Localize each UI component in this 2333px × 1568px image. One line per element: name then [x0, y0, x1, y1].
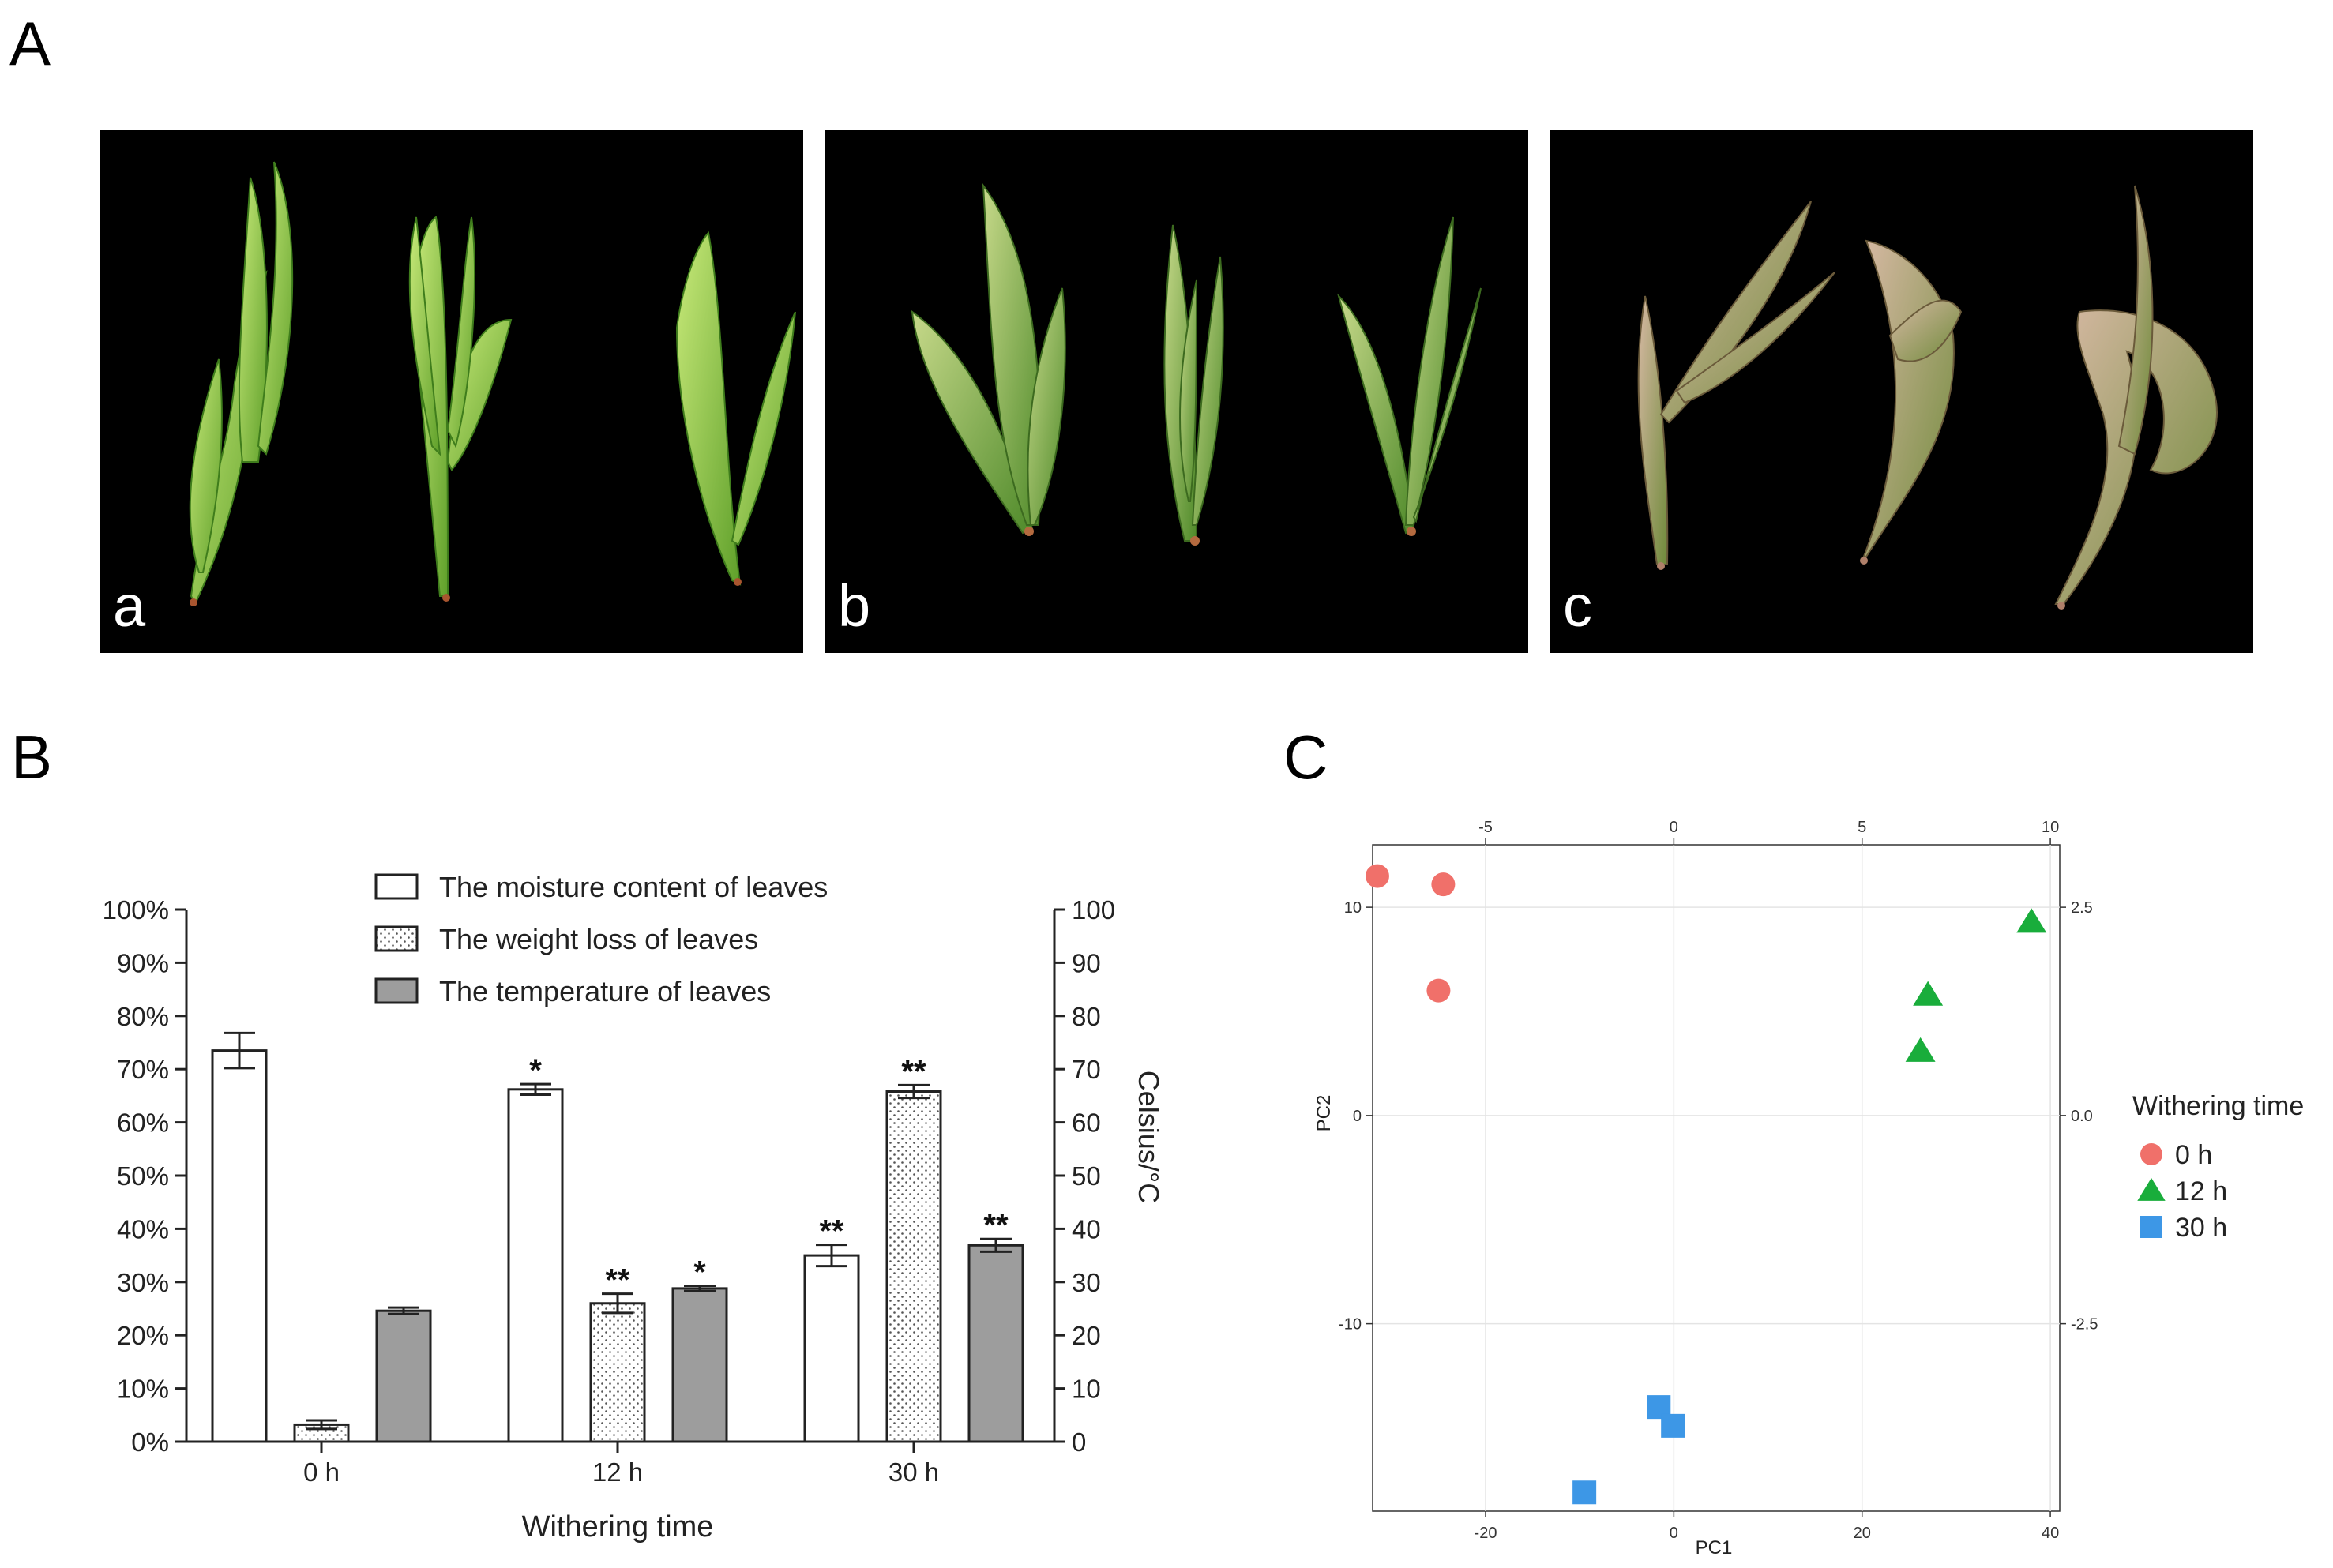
pca-x-tick-label: 0 [1670, 1525, 1678, 1542]
pca-point [1913, 981, 1944, 1006]
pca-top-tick-label: 5 [1858, 819, 1866, 836]
legend-label: The weight loss of leaves [439, 923, 758, 955]
pca-point [2016, 908, 2047, 933]
pca-point [1905, 1037, 1936, 1062]
pca-right-tick-label: -2.5 [2071, 1316, 2098, 1334]
mid-withered-leaves-illustration [911, 182, 1482, 546]
pca-plot-frame [1372, 844, 2061, 1512]
bar [967, 1244, 1024, 1443]
bar-right-tick-label: 30 [1072, 1268, 1101, 1297]
bar-category-label: 30 h [888, 1457, 939, 1487]
bar-right-tick-label: 70 [1072, 1055, 1101, 1084]
pca-legend-label: 30 h [2175, 1213, 2227, 1243]
bar-left-tick-label: 70% [117, 1055, 169, 1084]
bar-right-tick-label: 0 [1072, 1427, 1086, 1457]
bar-left-tick-label: 0% [131, 1427, 169, 1457]
pca-point [1572, 1480, 1597, 1505]
leaf-photo-withered: c [1550, 130, 2253, 653]
legend-label: The temperature of leaves [439, 975, 771, 1007]
bar [375, 1309, 432, 1443]
bar-right-tick-label: 40 [1072, 1214, 1101, 1244]
pca-right-tick-label: 0.0 [2071, 1108, 2093, 1125]
pca-x-axis-label: PC1 [1696, 1537, 1733, 1559]
bar-right-tick-label: 90 [1072, 948, 1101, 977]
bar-right-tick-label: 60 [1072, 1108, 1101, 1138]
bar-right-tick-label: 10 [1072, 1375, 1101, 1404]
pca-y-axis-label: PC2 [1313, 1095, 1335, 1132]
bar [507, 1088, 564, 1443]
bar-left-tick-label: 90% [117, 948, 169, 977]
pca-x-tick-label: 20 [1854, 1525, 1871, 1542]
significance-mark: ** [983, 1208, 1009, 1243]
legend-swatch [374, 925, 419, 952]
pca-x-tick-label: 40 [2042, 1525, 2059, 1542]
bar-left-tick-label: 30% [117, 1268, 169, 1297]
pca-right-tick-label: 2.5 [2071, 899, 2093, 917]
panel-a-letter: A [9, 9, 51, 78]
significance-mark: * [693, 1255, 706, 1290]
pca-top-tick-label: 0 [1670, 819, 1678, 836]
legend-swatch [374, 977, 419, 1004]
fresh-leaves-illustration [189, 161, 796, 606]
bar-left-tick-label: 10% [117, 1375, 169, 1404]
legend-swatch [374, 873, 419, 900]
pca-y-tick-label: 0 [1353, 1108, 1362, 1125]
pca-point [1661, 1413, 1685, 1438]
bar-right-tick-label: 80 [1072, 1002, 1101, 1031]
bar-left-tick-label: 60% [117, 1108, 169, 1138]
significance-mark: ** [819, 1214, 844, 1249]
bar-right-tick-label: 20 [1072, 1321, 1101, 1350]
pca-point [1426, 978, 1451, 1003]
pca-legend-marker [2137, 1177, 2166, 1201]
pca-top-tick-label: -5 [1478, 819, 1493, 836]
bar [885, 1090, 942, 1443]
pca-point [1647, 1395, 1671, 1420]
bar-x-axis-label: Withering time [522, 1510, 714, 1544]
pca-top-tick-label: 10 [2042, 819, 2059, 836]
bar [589, 1302, 646, 1443]
photo-label-b: b [838, 573, 871, 639]
significance-mark: * [529, 1053, 542, 1088]
legend-label: The moisture content of leaves [439, 871, 828, 903]
bar-left-tick-label: 50% [117, 1161, 169, 1191]
panel-b-letter: B [11, 722, 53, 792]
significance-mark: ** [605, 1263, 630, 1298]
pca-legend-marker [2140, 1216, 2162, 1238]
panel-c-letter: C [1283, 722, 1328, 792]
pca-legend-label: 12 h [2175, 1176, 2227, 1206]
bar-category-label: 12 h [592, 1457, 643, 1487]
pca-point [1365, 864, 1389, 888]
significance-mark: ** [901, 1054, 926, 1089]
bar-right-tick-label: 100 [1072, 895, 1115, 925]
bar-left-tick-label: 20% [117, 1321, 169, 1350]
bar-left-tick-label: 40% [117, 1214, 169, 1244]
pca-y-tick-label: 10 [1344, 899, 1362, 917]
bar-right-axis-label: Celsius/°C [1133, 1071, 1165, 1203]
pca-y-tick-label: -10 [1339, 1316, 1362, 1334]
bar [211, 1049, 268, 1443]
leaf-photo-mid: b [825, 130, 1528, 653]
pca-legend-marker [2140, 1143, 2162, 1165]
bar [803, 1254, 860, 1443]
withering-bar-chart: The moisture content of leaves The weight… [103, 871, 1165, 1544]
pca-point [1431, 872, 1456, 897]
bar-right-tick-label: 50 [1072, 1161, 1101, 1191]
leaf-photo-fresh: a [100, 130, 803, 653]
photo-label-c: c [1563, 573, 1592, 639]
withered-leaves-illustration [1637, 185, 2218, 610]
bar [671, 1287, 728, 1443]
bar-left-tick-label: 100% [103, 895, 169, 925]
pca-legend-title: Withering time [2132, 1091, 2304, 1121]
pca-legend-label: 0 h [2175, 1140, 2212, 1170]
bar-category-label: 0 h [303, 1457, 340, 1487]
photo-label-a: a [113, 573, 146, 639]
bar-left-tick-label: 80% [117, 1002, 169, 1031]
pca-x-tick-label: -20 [1475, 1525, 1497, 1542]
